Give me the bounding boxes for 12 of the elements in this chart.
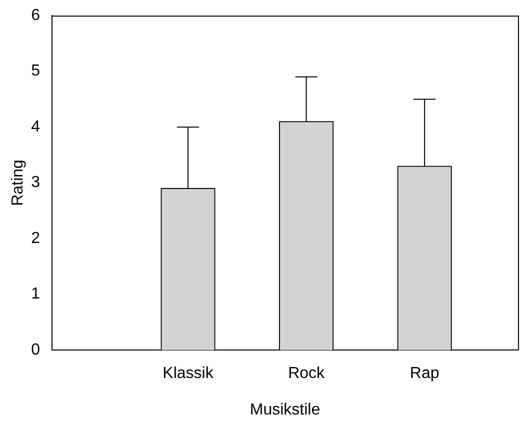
- y-tick-label: 6: [31, 7, 40, 24]
- y-tick-label: 3: [31, 174, 40, 192]
- y-tick-label: 0: [31, 341, 40, 358]
- y-axis-title: Rating: [9, 160, 26, 206]
- x-tick-label: Klassik: [162, 365, 214, 382]
- x-tick-label: Rap: [410, 365, 440, 382]
- x-tick-label: Rock: [288, 365, 326, 382]
- y-tick-label: 4: [31, 118, 40, 136]
- y-tick-label: 1: [31, 286, 40, 303]
- y-tick-label: 2: [31, 230, 40, 247]
- y-tick-label: 5: [31, 62, 40, 80]
- x-axis-title: Musikstile: [250, 401, 320, 418]
